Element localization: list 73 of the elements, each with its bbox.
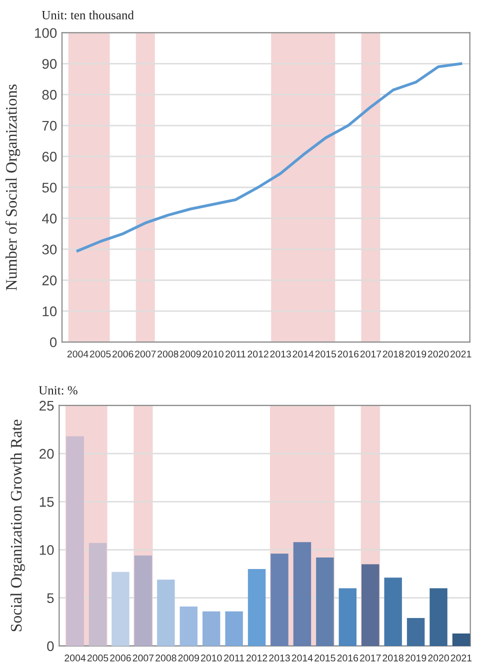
x-tick-label: 2013 bbox=[270, 350, 291, 358]
y-tick-label: 10 bbox=[40, 545, 54, 555]
y-axis-title: Social Organization Growth Rate bbox=[10, 420, 25, 632]
x-tick-label: 2015 bbox=[314, 654, 336, 662]
x-tick-label: 2020 bbox=[428, 654, 449, 662]
y-tick-label: 0 bbox=[50, 337, 57, 348]
bar bbox=[202, 611, 220, 646]
x-tick-label: 2004 bbox=[67, 350, 88, 358]
y-tick-label: 20 bbox=[42, 275, 57, 286]
y-tick-label: 90 bbox=[42, 58, 57, 69]
bar bbox=[430, 588, 448, 646]
y-axis-title: Number of Social Organizations bbox=[5, 84, 20, 290]
bar bbox=[338, 588, 357, 646]
x-tick-label: 2014 bbox=[292, 350, 314, 358]
y-tick-label: 50 bbox=[42, 182, 57, 193]
x-tick-label: 2010 bbox=[202, 350, 224, 358]
x-tick-label: 2012 bbox=[246, 654, 268, 662]
x-tick-label: 2020 bbox=[428, 350, 449, 358]
y-tick-label: 5 bbox=[47, 593, 54, 604]
text: Unit: % bbox=[38, 386, 78, 395]
x-tick-label: 2008 bbox=[158, 350, 178, 358]
y-tick-label: 15 bbox=[40, 497, 54, 507]
x-tick-label: 2012 bbox=[248, 350, 268, 358]
bar bbox=[316, 557, 334, 646]
y-tick-label: 40 bbox=[42, 214, 57, 224]
x-tick-label: 2006 bbox=[112, 350, 134, 358]
x-tick-label: 2021 bbox=[450, 350, 472, 358]
x-tick-label: 2017 bbox=[360, 654, 381, 662]
y-tick-label: 60 bbox=[42, 152, 57, 162]
bar bbox=[270, 554, 288, 646]
bar bbox=[384, 578, 402, 646]
bar bbox=[406, 618, 425, 646]
bar bbox=[225, 611, 243, 646]
x-tick-label: 2016 bbox=[337, 654, 358, 662]
bar bbox=[248, 569, 266, 646]
bar bbox=[293, 542, 312, 646]
y-tick-label: 25 bbox=[40, 400, 54, 411]
bar bbox=[88, 543, 107, 646]
x-tick-label: 2019 bbox=[405, 350, 426, 358]
x-tick-label: 2011 bbox=[224, 654, 244, 662]
x-tick-label: 2018 bbox=[382, 350, 404, 358]
x-tick-label: 2019 bbox=[405, 654, 426, 662]
x-tick-label: 2013 bbox=[269, 654, 290, 662]
text: Unit: ten thousand bbox=[42, 10, 134, 20]
x-tick-label: 2007 bbox=[132, 654, 154, 662]
x-tick-label: 2009 bbox=[180, 350, 201, 358]
bar bbox=[452, 633, 470, 646]
x-tick-label: 2004 bbox=[64, 654, 86, 662]
x-tick-label: 2017 bbox=[360, 350, 382, 358]
line-series bbox=[76, 62, 462, 252]
y-tick-label: 10 bbox=[42, 306, 57, 316]
x-tick-label: 2018 bbox=[382, 654, 404, 662]
y-tick-label: 30 bbox=[42, 244, 57, 254]
y-tick-label: 80 bbox=[42, 90, 57, 100]
x-tick-label: 2014 bbox=[292, 654, 313, 662]
x-tick-label: 2015 bbox=[315, 350, 336, 358]
x-tick-label: 2010 bbox=[201, 654, 222, 662]
x-tick-label: 2005 bbox=[90, 350, 111, 358]
x-tick-label: 2011 bbox=[226, 350, 246, 358]
x-tick-label: 2016 bbox=[338, 350, 359, 358]
bar bbox=[157, 580, 175, 646]
y-tick-label: 100 bbox=[35, 28, 57, 38]
x-tick-label: 2007 bbox=[135, 350, 156, 358]
y-tick-label: 70 bbox=[42, 120, 57, 131]
x-tick-label: 2005 bbox=[87, 654, 108, 662]
x-tick-label: 2009 bbox=[178, 654, 199, 662]
x-tick-label: 2021 bbox=[450, 654, 472, 662]
x-tick-label: 2008 bbox=[156, 654, 176, 662]
bar bbox=[112, 572, 130, 646]
y-tick-label: 20 bbox=[40, 448, 54, 459]
x-tick-label: 2006 bbox=[110, 654, 131, 662]
bar bbox=[180, 606, 198, 646]
y-tick-label: 0 bbox=[47, 641, 54, 652]
